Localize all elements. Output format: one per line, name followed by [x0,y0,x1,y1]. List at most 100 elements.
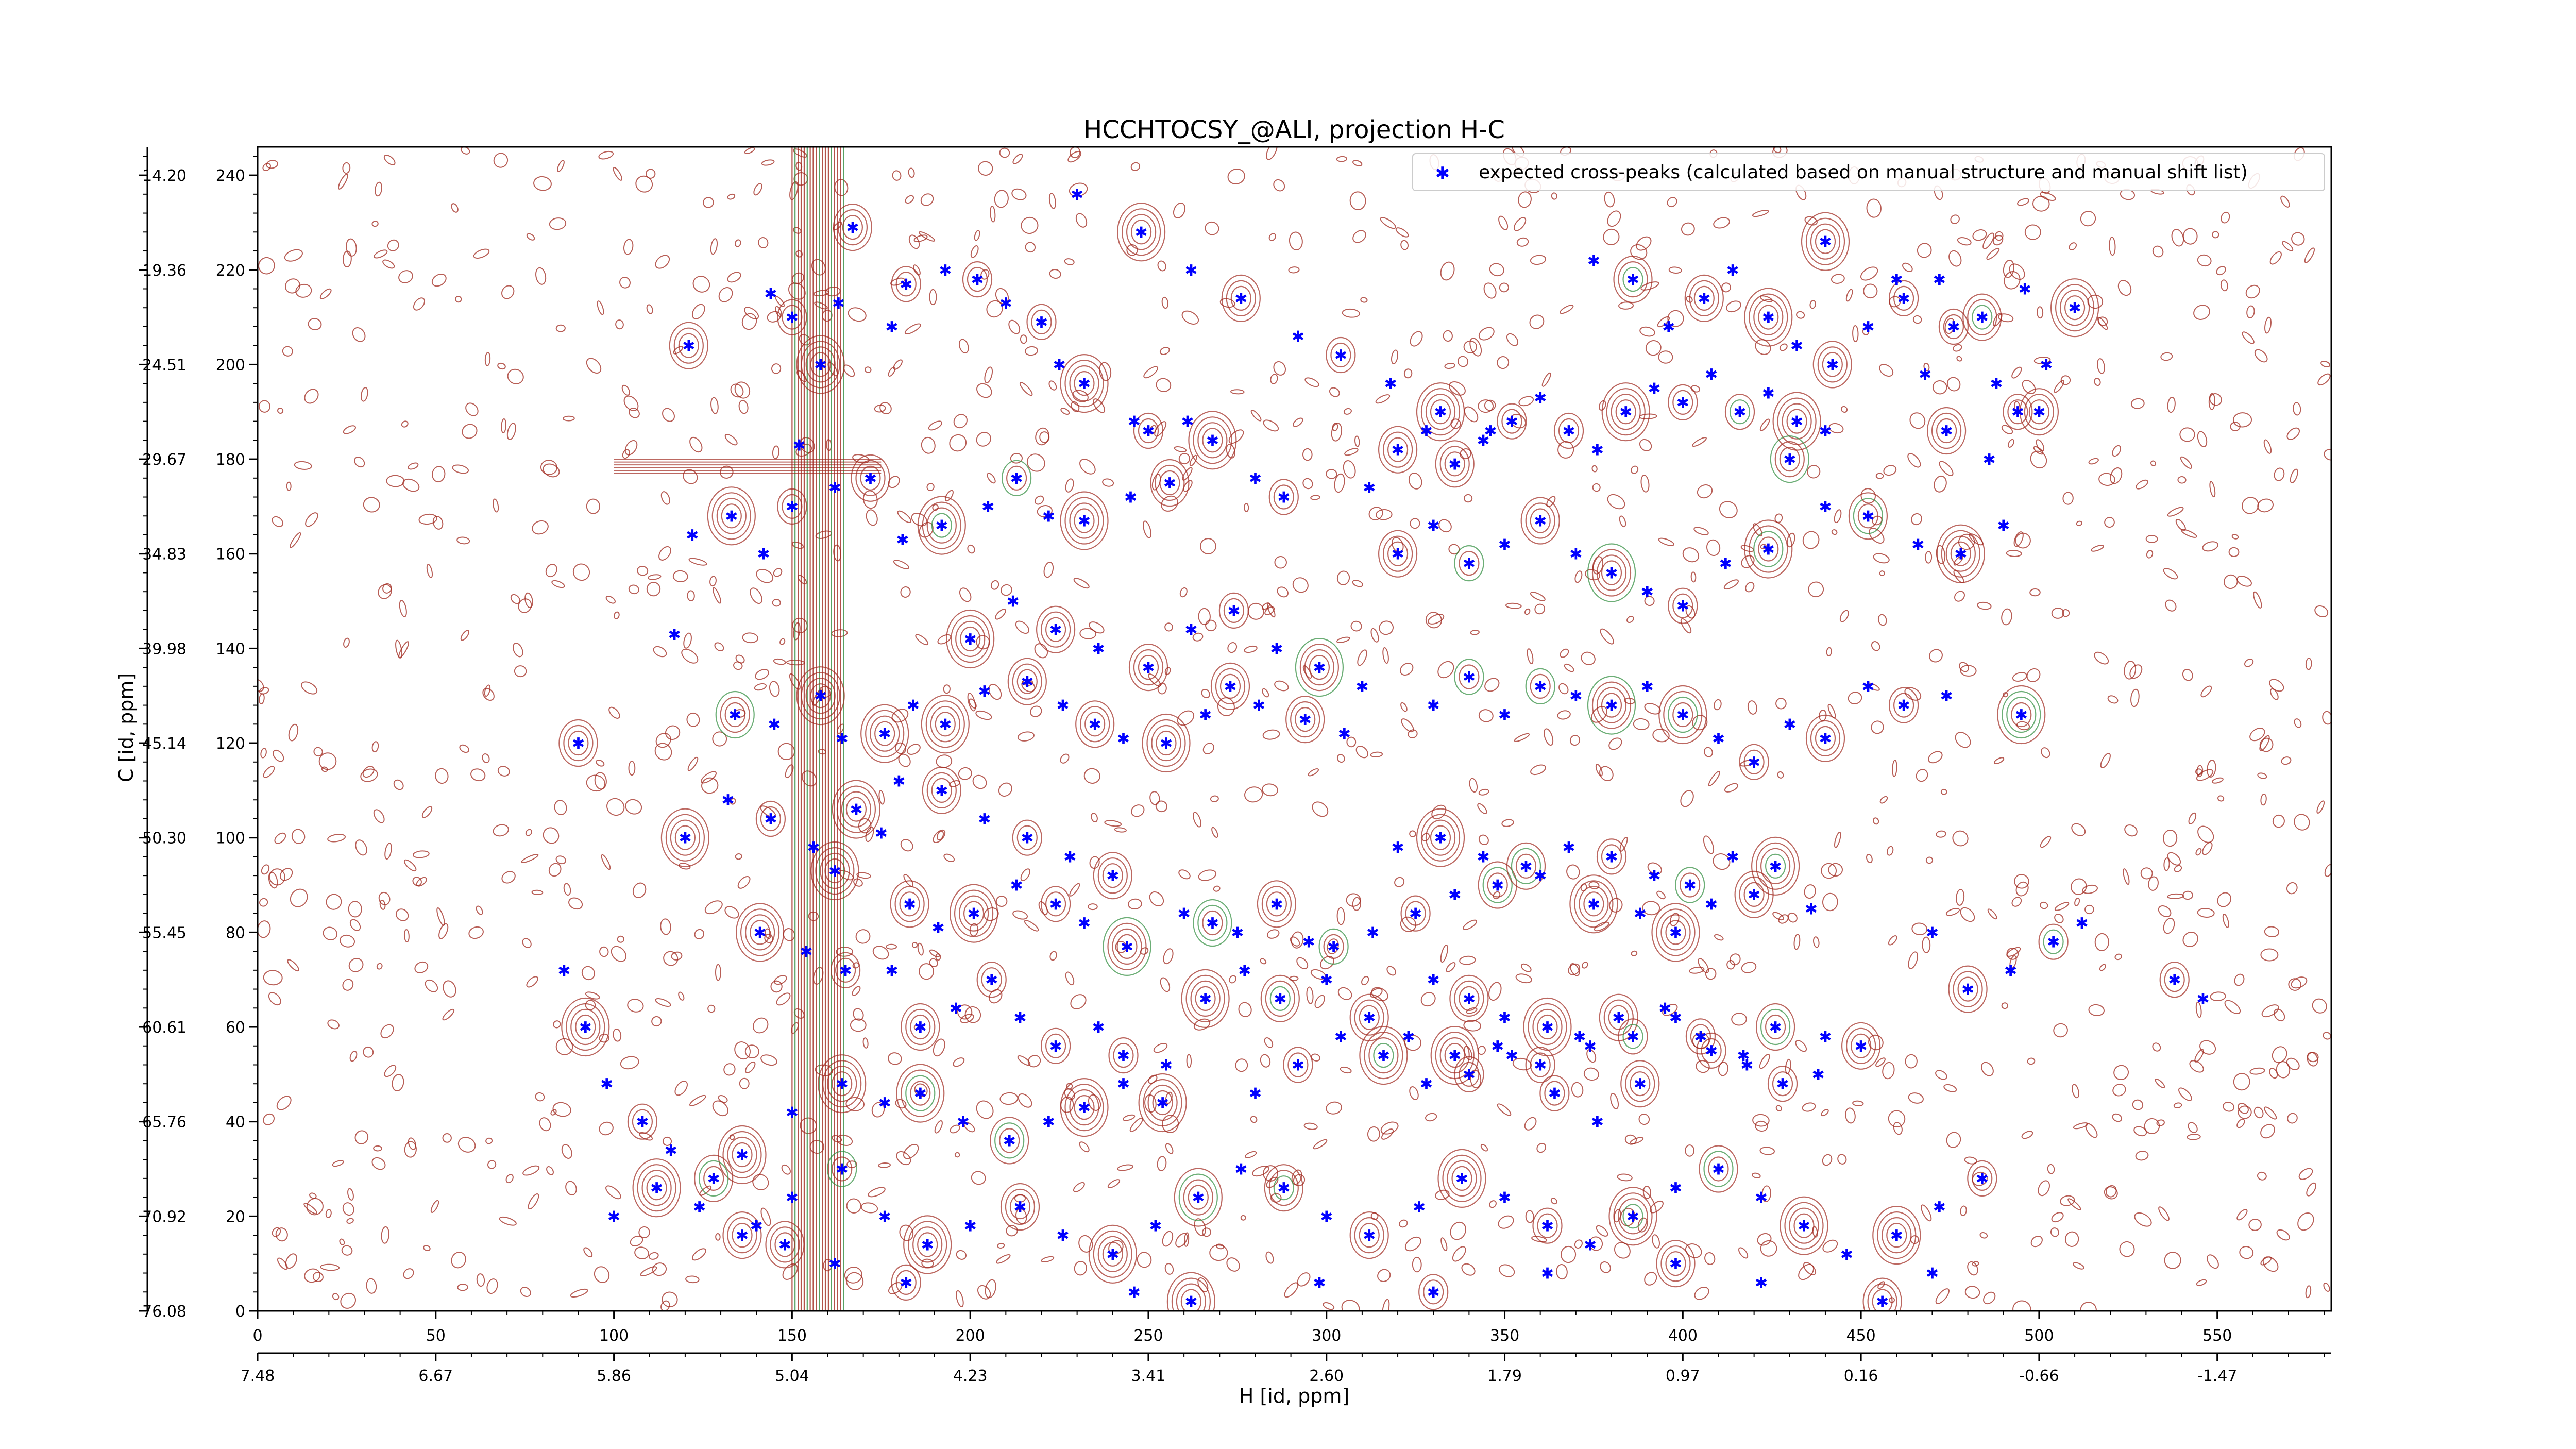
cross-peak-marker: ✱ [1890,1227,1903,1245]
noise-contour [286,481,292,491]
noise-contour [543,827,560,844]
noise-contour [1304,377,1319,387]
noise-contour [1589,1236,1603,1251]
noise-contour [773,658,786,665]
cross-peak-marker: ✱ [1013,1199,1026,1217]
peak-contour [1724,394,1755,430]
peak-contour [727,1217,757,1254]
noise-contour [1775,1105,1782,1111]
noise-contour [1165,1143,1174,1154]
peak-contour [1962,293,2002,341]
cross-peak-marker: ✱ [1641,678,1654,696]
y-ppm-tick-label: 55.45 [142,924,187,942]
noise-contour [1524,1117,1537,1131]
peak-contour [1544,1081,1565,1106]
cross-peak-marker: ✱ [1013,1009,1026,1027]
noise-contour [1425,1113,1437,1122]
noise-contour [921,1258,934,1268]
noise-contour [1198,869,1217,881]
noise-contour [1143,520,1151,538]
noise-contour [893,560,909,569]
cross-peak-marker: ✱ [764,285,777,304]
peak-contour [908,1221,947,1269]
peak-contour [1155,464,1185,501]
noise-contour [1952,830,1969,847]
noise-contour [1642,1186,1651,1199]
cross-peak-marker: ✱ [1926,1265,1939,1283]
noise-contour [2061,609,2070,617]
noise-contour [2207,760,2216,778]
noise-contour [1640,475,1650,493]
peak-contour [1663,690,1703,739]
noise-contour [1804,884,1816,899]
noise-contour [2174,865,2182,872]
noise-contour [2156,1119,2165,1126]
x-index-tick-label: 0 [252,1327,262,1345]
noise-contour [1227,169,1245,184]
peak-contour [1133,412,1164,449]
noise-contour [2132,1099,2144,1110]
noise-contour [1312,801,1329,817]
noise-contour [1862,328,1869,336]
peak-contour [917,496,966,555]
noise-contour [499,1216,517,1226]
cross-peak-marker: ✱ [1541,1019,1554,1037]
noise-contour [1216,1243,1225,1250]
peak-contour [1373,1043,1394,1068]
noise-contour [1708,770,1721,786]
cross-peak-marker: ✱ [693,1199,706,1217]
noise-contour [555,324,566,332]
cross-peak-marker: ✱ [1662,318,1675,336]
noise-contour [1531,1236,1548,1242]
cross-peak-marker: ✱ [1448,456,1461,474]
x-ppm-tick-label: 6.67 [418,1367,453,1385]
peak-contour [1596,838,1627,875]
peak-contour [2024,394,2054,430]
y-index-tick-label: 220 [216,262,245,280]
cross-peak-marker: ✱ [1313,1274,1326,1292]
noise-contour [687,590,695,601]
noise-contour [853,1008,864,1021]
noise-contour [2263,439,2272,454]
noise-contour [913,1024,920,1031]
noise-contour [563,883,571,896]
noise-contour [2324,449,2331,461]
peak-contour [1045,1033,1066,1058]
noise-contour [1001,584,1012,596]
peak-contour [1265,980,1295,1017]
peak-contour [1210,662,1250,711]
cross-peak-marker: ✱ [1648,380,1660,398]
peak-contour [1936,418,1957,444]
noise-contour [1484,678,1500,692]
cross-peak-marker: ✱ [1234,290,1247,308]
noise-contour [651,1016,662,1027]
noise-contour [435,768,449,784]
noise-contour [1060,408,1070,415]
noise-contour [988,683,1002,700]
noise-contour [290,888,308,907]
noise-contour [1018,1093,1032,1108]
noise-contour [1443,330,1453,342]
noise-contour [342,1202,354,1216]
noise-contour [392,1074,404,1091]
noise-contour [581,966,595,981]
peak-contour [575,1014,596,1040]
noise-contour [1375,394,1391,404]
legend-marker: ✱ [1435,163,1450,184]
noise-contour [2038,1180,2050,1197]
cross-peak-marker: ✱ [1270,640,1283,658]
cross-peak-marker: ✱ [600,1075,613,1093]
peak-contour [1156,730,1177,756]
noise-contour [1638,1114,1650,1125]
cross-peak-marker: ✱ [814,687,827,705]
noise-contour [1174,446,1187,452]
peak-contour [1525,502,1555,539]
peak-contour [1354,1217,1384,1254]
noise-contour [403,929,410,942]
noise-contour [261,864,270,875]
peak-contour [805,678,836,714]
noise-contour [2012,672,2027,682]
noise-contour [460,147,470,155]
noise-contour [280,868,293,881]
noise-contour [1936,830,1946,838]
